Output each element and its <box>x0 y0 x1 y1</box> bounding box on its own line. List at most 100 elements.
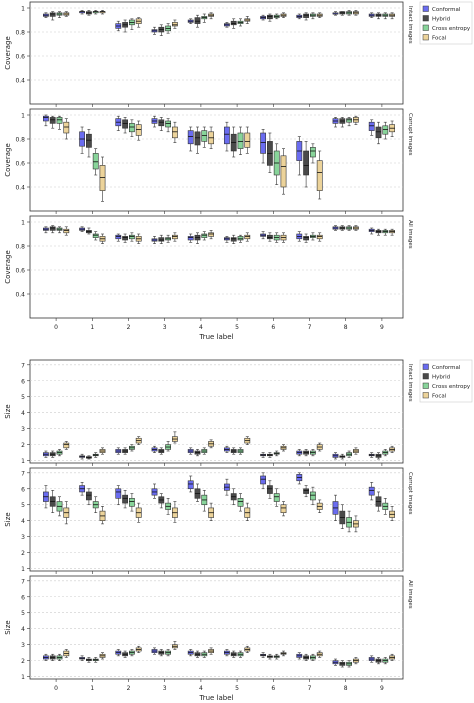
y-tick-label: 6 <box>21 486 25 493</box>
x-axis-label: True label <box>198 694 233 702</box>
y-tick-label: 5 <box>21 502 25 509</box>
box <box>368 486 375 496</box>
y-tick-label: 4 <box>21 518 25 525</box>
box <box>368 121 375 131</box>
box <box>165 120 171 128</box>
y-tick-label: 2 <box>21 550 25 557</box>
y-axis-label: Size <box>4 620 12 634</box>
x-tick-label: 6 <box>271 685 275 692</box>
legend-swatch <box>422 34 429 41</box>
panel-2: 0.4 0.6 0.8 1 Coverage Corrupt images <box>4 108 413 214</box>
y-tick-label: 2 <box>21 658 25 665</box>
box <box>92 153 99 170</box>
box <box>49 12 56 17</box>
box <box>201 233 208 238</box>
x-tick-label: 1 <box>90 324 94 331</box>
box <box>49 226 56 231</box>
x-tick-label: 3 <box>163 324 167 331</box>
box <box>115 488 122 499</box>
box <box>237 132 244 149</box>
y-tick-label: 4 <box>21 410 25 417</box>
box <box>122 236 128 241</box>
x-tick-label: 7 <box>308 324 312 331</box>
panel-6: 1 2 3 4 5 6 7 Size All images 0 1 2 3 4 5 6 7 8 9 True labe… <box>4 575 413 702</box>
box <box>230 237 237 242</box>
y-tick-label: 7 <box>21 578 25 585</box>
x-tick-label: 2 <box>127 324 131 331</box>
box <box>316 234 323 240</box>
legend-label: Hybrid <box>432 17 450 23</box>
y-tick-label: 1 <box>21 113 25 120</box>
x-tick-label: 0 <box>54 685 58 692</box>
facet-label: Intact images <box>407 364 413 402</box>
y-tick-label: 0.6 <box>15 268 25 275</box>
box <box>63 121 70 134</box>
box <box>237 498 244 507</box>
panel-5: 1 2 3 4 5 6 7 Size Corrupt images <box>4 467 413 574</box>
panel-3: 0.4 0.6 0.8 1 Coverage All images 0 1 2 3 4 5 6 7 8 9 Tr… <box>4 215 413 341</box>
x-tick-label: 5 <box>235 324 239 331</box>
box <box>86 491 92 501</box>
box <box>244 132 251 148</box>
x-tick-label: 9 <box>380 324 384 331</box>
y-tick-label: 1 <box>21 220 25 227</box>
x-tick-label: 0 <box>54 324 58 331</box>
x-axis-label: True label <box>198 333 233 341</box>
y-tick-label: 0.4 <box>15 185 25 192</box>
box <box>273 493 280 502</box>
box <box>187 130 194 145</box>
box <box>187 480 194 490</box>
facet-label: All images <box>407 220 413 249</box>
box <box>115 234 122 240</box>
box <box>122 119 128 129</box>
legend-label: Hybrid <box>432 375 450 381</box>
y-axis-label: Coverage <box>4 36 12 70</box>
box <box>303 13 309 18</box>
y-tick-label: 0.4 <box>15 292 25 299</box>
box <box>63 228 70 234</box>
y-tick-label: 0.8 <box>15 244 25 251</box>
box <box>194 131 201 146</box>
box <box>172 126 178 139</box>
y-tick-label: 0.6 <box>15 54 25 61</box>
box <box>135 124 142 136</box>
y-axis-label: Size <box>4 404 12 418</box>
legend-label: Conformal <box>432 365 461 371</box>
box <box>309 491 316 501</box>
box <box>63 442 70 449</box>
x-tick-label: 5 <box>235 685 239 692</box>
y-tick-label: 5 <box>21 610 25 617</box>
box <box>382 125 389 135</box>
panel-4: 1 2 3 4 5 6 7 Size Intact images <box>4 359 413 466</box>
y-tick-label: 3 <box>21 426 25 433</box>
y-tick-label: 7 <box>21 362 25 369</box>
box <box>280 155 287 188</box>
box <box>230 20 237 26</box>
legend-swatch <box>422 382 429 389</box>
y-tick-label: 3 <box>21 642 25 649</box>
box <box>129 234 135 240</box>
legend-label: Focal <box>432 394 447 400</box>
box <box>49 117 56 124</box>
y-axis-label: Coverage <box>4 250 12 284</box>
box <box>56 117 63 124</box>
panel-frame <box>29 575 404 680</box>
box <box>129 123 135 133</box>
box <box>194 17 201 24</box>
x-tick-label: 2 <box>127 685 131 692</box>
facet-label: Corrupt images <box>407 113 413 156</box>
box <box>260 475 266 485</box>
legend: Conformal Hybrid Cross entropy Focal <box>419 1 473 45</box>
panel-frame <box>29 359 404 464</box>
legend-swatch <box>422 24 429 31</box>
y-tick-label: 0.8 <box>15 137 25 144</box>
facet-label: Intact images <box>407 6 413 44</box>
y-tick-label: 1 <box>21 6 25 13</box>
box <box>266 234 273 240</box>
x-tick-label: 4 <box>199 324 203 331</box>
legend-label: Cross entropy <box>432 384 471 390</box>
y-tick-label: 1 <box>21 674 25 681</box>
y-tick-label: 7 <box>21 470 25 477</box>
x-tick-label: 3 <box>163 685 167 692</box>
y-tick-label: 6 <box>21 594 25 601</box>
